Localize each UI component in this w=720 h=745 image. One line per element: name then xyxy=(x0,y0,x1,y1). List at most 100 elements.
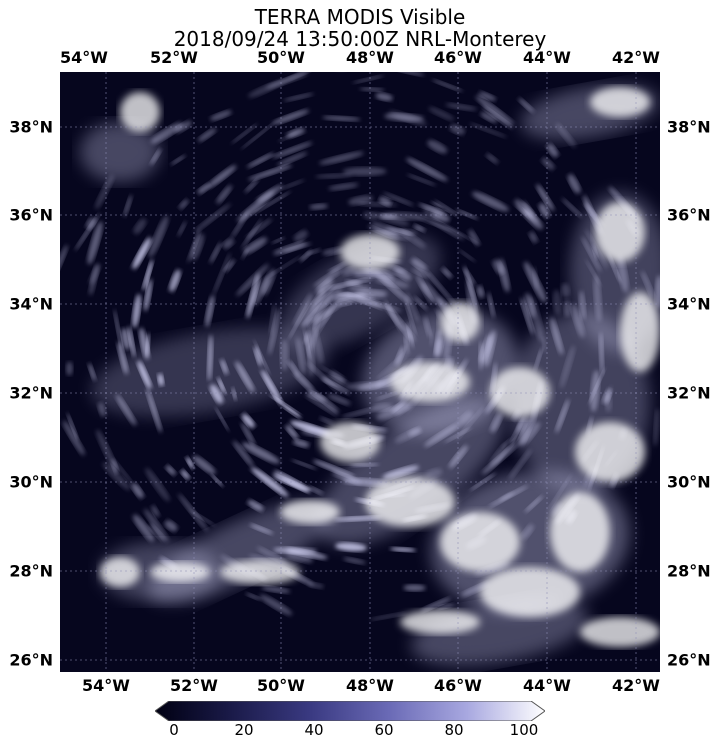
bright-cloud xyxy=(100,557,140,587)
cloud-streak xyxy=(345,279,362,286)
bright-cloud xyxy=(550,492,610,572)
cloud-streak xyxy=(406,174,437,186)
cloud-streak xyxy=(314,268,342,288)
cloud-streak xyxy=(272,141,313,159)
cloud-streak xyxy=(332,471,361,484)
cloud-streak xyxy=(524,495,543,513)
cloud-streak xyxy=(413,296,428,310)
cloud-streak xyxy=(113,309,123,351)
cloud-streak xyxy=(150,122,183,144)
cloud-streak xyxy=(372,213,410,226)
cloud-streak xyxy=(237,190,275,223)
cloud-streak xyxy=(280,179,305,190)
cloud-streak xyxy=(415,217,454,232)
cloud-streak xyxy=(485,153,499,164)
cloud-streak xyxy=(132,237,152,270)
cloud-streak xyxy=(236,263,270,297)
cloud-streak xyxy=(508,449,532,480)
cloud-streak xyxy=(261,369,283,406)
cloud-streak xyxy=(316,278,334,295)
cloud-streak xyxy=(246,218,273,239)
cloud-streak xyxy=(232,387,237,401)
cloud-streak xyxy=(490,444,508,466)
left-lat-label: 28°N xyxy=(9,561,53,581)
cloud-streak xyxy=(60,244,68,277)
cloud-streak xyxy=(405,300,417,337)
cloud-streak xyxy=(328,182,359,191)
cloud-streak xyxy=(269,303,276,335)
cloud-streak xyxy=(151,505,160,518)
cloud-streak xyxy=(522,201,539,224)
cloud-streak xyxy=(478,341,484,370)
title-line-1: TERRA MODIS Visible xyxy=(254,5,466,29)
cloud-streak xyxy=(520,297,534,335)
bottom-lon-label: 52°W xyxy=(170,676,218,695)
cloud-streak xyxy=(272,109,310,125)
top-lon-label: 54°W xyxy=(60,48,108,67)
cloud-streak xyxy=(469,473,496,491)
cloud-streak xyxy=(232,440,254,467)
cloud-streak xyxy=(293,439,310,448)
cloud-streak xyxy=(210,384,223,404)
bright-cloud xyxy=(365,477,455,527)
cloud-streak xyxy=(353,269,381,278)
cloud-streak xyxy=(296,337,306,374)
bright-cloud xyxy=(620,292,660,372)
cloud-streak xyxy=(157,373,164,387)
cloud-streak xyxy=(567,174,581,194)
cloud-streak xyxy=(434,200,459,217)
right-lat-label: 32°N xyxy=(667,383,711,403)
cloud-streak xyxy=(242,442,280,464)
cloud-streak xyxy=(312,460,355,478)
cloud-streak xyxy=(212,253,231,296)
cloud-streak xyxy=(490,412,503,433)
cloud-streak xyxy=(251,467,289,497)
cloud-streak xyxy=(411,258,427,271)
cloud-streak xyxy=(246,273,260,319)
cloud-streak xyxy=(420,597,451,612)
colorbar-tick: 40 xyxy=(304,721,324,739)
bottom-lon-label: 44°W xyxy=(523,676,571,695)
cloud-streak xyxy=(308,582,324,589)
bright-cloud xyxy=(220,560,300,584)
cloud-streak xyxy=(367,225,400,240)
cloud-streak xyxy=(499,491,514,501)
cloud-streak xyxy=(585,229,608,270)
cloud-streak xyxy=(277,152,308,167)
left-lat-label: 34°N xyxy=(9,294,53,314)
cloud-streak xyxy=(349,463,380,467)
cloud-streak xyxy=(335,542,367,552)
cloud-streak xyxy=(150,148,161,165)
lat-lon-grid xyxy=(60,72,660,672)
cloud-streak xyxy=(86,217,96,230)
cloud-streak xyxy=(191,233,204,261)
cloud-streak xyxy=(534,348,543,371)
left-lat-label: 32°N xyxy=(9,383,53,403)
left-lat-label: 26°N xyxy=(9,650,53,670)
cloud-streak xyxy=(390,547,416,552)
cloud-streak xyxy=(102,462,131,491)
top-lon-label: 48°W xyxy=(346,48,394,67)
cloud-streak xyxy=(211,474,224,487)
cloud-streak xyxy=(263,255,303,280)
right-lat-label: 38°N xyxy=(667,117,711,137)
cloud-streak xyxy=(178,199,189,210)
cloud-streak xyxy=(197,183,210,194)
cloud-streak xyxy=(327,393,351,406)
cloud-streak xyxy=(305,394,339,416)
cloud-streak xyxy=(207,165,237,188)
cloud-streak xyxy=(285,425,299,440)
cloud-streak xyxy=(148,524,165,541)
cloud-streak xyxy=(441,267,453,279)
cloud-streak xyxy=(480,111,498,123)
cloud-streak xyxy=(343,557,366,564)
cloud-streak xyxy=(319,417,334,424)
cloud-streak xyxy=(517,205,534,221)
cloud-streak xyxy=(244,179,259,193)
cloud-streak xyxy=(529,296,544,343)
cloud-streak xyxy=(180,469,190,480)
cloud-streak xyxy=(283,242,312,253)
cloud-streak xyxy=(115,394,137,426)
bright-cloud xyxy=(590,87,650,117)
bright-cloud xyxy=(390,362,470,402)
